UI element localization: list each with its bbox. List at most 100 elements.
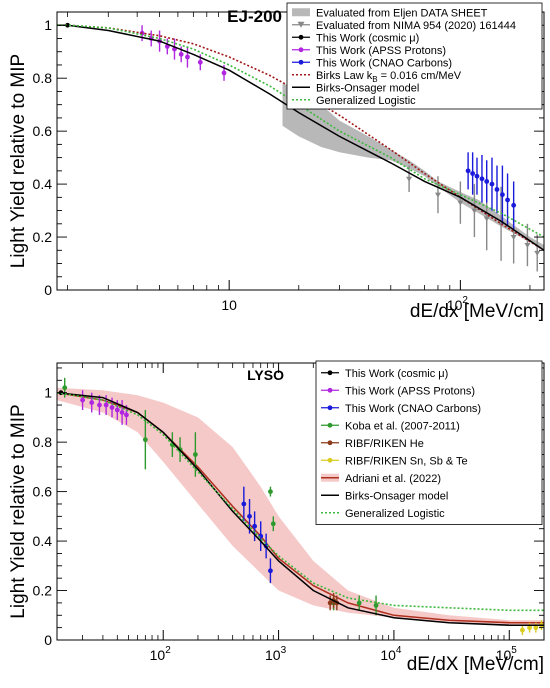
- y-tick-label: 0: [44, 632, 52, 648]
- legend-swatch-marker: [298, 59, 304, 65]
- koba-et-al-2007-2011-point: [268, 489, 273, 495]
- series-evaluated-from-nima-954-2020-161444: [406, 165, 541, 272]
- legend-swatch-marker: [327, 457, 333, 463]
- legend-label: RIBF/RIKEN Sn, Sb & Te: [345, 455, 468, 467]
- birks-onsager-model-curve: [57, 391, 544, 626]
- legend-swatch: [292, 8, 310, 17]
- legend-label: Generalized Logistic: [345, 508, 445, 520]
- this-work-apss-protons-point: [119, 410, 125, 415]
- ribf-riken-sn-sb-te-point: [527, 625, 532, 631]
- koba-et-al-2007-2011-point: [270, 521, 276, 527]
- this-work-cnao-carbons-point: [241, 501, 247, 507]
- y-tick-label: 0.2: [33, 229, 53, 245]
- y-tick-label: 0.4: [33, 176, 53, 192]
- y-tick-label: 0.4: [33, 533, 53, 549]
- legend-label: Adriani et al. (2022): [345, 473, 441, 485]
- y-tick-label: 0: [44, 282, 52, 298]
- evaluated-from-nima-954-2020-161444-point: [483, 216, 490, 222]
- x-tick-label: 104: [380, 645, 402, 663]
- legend: Evaluated from Eljen DATA SHEETEvaluated…: [286, 2, 543, 110]
- legend-entry-birks-law-k-0-016-cm-mev: Birks Law kB = 0.016 cm/MeV: [292, 70, 462, 84]
- this-work-cnao-carbons-point: [268, 568, 273, 574]
- x-tick-label: 103: [265, 645, 287, 663]
- this-work-apss-protons-point: [114, 407, 120, 413]
- series-birks-onsager-model: [57, 391, 544, 626]
- evaluated-from-nima-954-2020-161444-point: [510, 235, 517, 241]
- legend-entry-ribf-riken-he: RIBF/RIKEN He: [321, 438, 424, 450]
- legend-entry-adriani-et-al-2022: Adriani et al. (2022): [321, 473, 441, 485]
- x-axis-title: dE/dx [MeV/cm]: [410, 301, 544, 322]
- this-work-apss-protons-point: [109, 405, 115, 410]
- series-generalized-logistic: [57, 24, 544, 238]
- y-tick-label: 1: [44, 385, 52, 401]
- x-axis-title: dE/dX [MeV/cm]: [407, 654, 544, 675]
- legend-swatch-marker: [327, 387, 333, 393]
- legend-swatch-marker: [327, 440, 333, 446]
- x-tick-label: 10: [221, 297, 237, 313]
- legend-entry-generalized-logistic: Generalized Logistic: [292, 95, 416, 107]
- legend-entry-ribf-riken-sn-sb-te: RIBF/RIKEN Sn, Sb & Te: [321, 455, 468, 467]
- this-work-apss-protons-point: [124, 412, 129, 418]
- this-work-apss-protons-point: [103, 402, 109, 408]
- legend-swatch-marker: [327, 405, 333, 411]
- plot-frame: [56, 362, 545, 641]
- generalized-logistic-curve: [57, 391, 544, 612]
- generalized-logistic-curve: [57, 24, 544, 238]
- x-tick-label: 102: [150, 645, 172, 663]
- this-work-cnao-carbons-point: [474, 173, 480, 179]
- legend-swatch-marker: [327, 370, 333, 376]
- this-work-cnao-carbons-point: [494, 186, 500, 192]
- this-work-cnao-carbons-point: [470, 171, 476, 176]
- x-tick-label: 105: [496, 645, 518, 663]
- this-work-apss-protons-point: [89, 400, 95, 405]
- legend-entry-koba-et-al-2007-2011: Koba et al. (2007-2011): [321, 420, 460, 432]
- series-ribf-riken-he: [327, 593, 340, 611]
- this-work-apss-protons-point: [221, 70, 227, 76]
- legend-box: [286, 2, 543, 110]
- legend-label: Birks-Onsager model: [345, 490, 448, 502]
- legend-label: This Work (CNAO Carbons): [316, 57, 452, 69]
- this-work-cnao-carbons-point: [500, 192, 505, 198]
- this-work-cnao-carbons-point: [511, 202, 517, 208]
- legend-entry-evaluated-from-nima-954-2020-161444: Evaluated from NIMA 954 (2020) 161444: [292, 20, 516, 32]
- series-birks-onsager-model: [57, 24, 544, 251]
- legend-label: RIBF/RIKEN He: [345, 438, 424, 450]
- legend-entry-this-work-cnao-carbons: This Work (CNAO Carbons): [292, 57, 452, 69]
- evaluated-from-nima-954-2020-161444-point: [406, 176, 413, 182]
- evaluated-from-nima-954-2020-161444-point: [434, 192, 441, 198]
- legend-entry-birks-onsager-model: Birks-Onsager model: [321, 490, 448, 502]
- y-tick-label: 0.2: [33, 583, 53, 599]
- ribf-riken-he-point: [327, 600, 333, 606]
- evaluated-from-nima-954-2020-161444-point: [534, 250, 541, 256]
- koba-et-al-2007-2011-point: [62, 385, 68, 391]
- this-work-apss-protons-point: [185, 54, 190, 60]
- y-tick-label: 0.8: [33, 434, 53, 450]
- legend-entry-this-work-cosmic: This Work (cosmic μ): [292, 32, 419, 44]
- birks-onsager-model-curve: [57, 24, 544, 251]
- this-work-cnao-carbons-point: [505, 197, 510, 203]
- legend-label: This Work (APSS Protons): [345, 385, 475, 397]
- this-work-apss-protons-point: [80, 397, 85, 403]
- y-tick-label: 1: [44, 17, 52, 33]
- panel-tag: EJ-200: [227, 7, 282, 26]
- koba-et-al-2007-2011-point: [192, 452, 198, 457]
- legend: This Work (cosmic μ) This Work (APSS Prot…: [315, 360, 543, 525]
- legend-label: Birks-Onsager model: [316, 82, 419, 94]
- legend-swatch-marker: [298, 47, 304, 53]
- x-tick-label: 102: [447, 295, 469, 313]
- legend-swatch-marker: [297, 21, 305, 28]
- legend-entry-birks-onsager-model: Birks-Onsager model: [292, 82, 419, 94]
- y-axis-title: Light Yield relative to MIP: [8, 404, 29, 618]
- legend-entry-this-work-cnao-carbons: This Work (CNAO Carbons): [321, 403, 481, 415]
- this-work-apss-protons-point: [197, 59, 203, 65]
- koba-et-al-2007-2011-point: [142, 437, 148, 443]
- this-work-cnao-carbons-point: [465, 168, 471, 174]
- legend-entry-generalized-logistic: Generalized Logistic: [321, 508, 445, 520]
- y-tick-label: 0.6: [33, 123, 53, 139]
- legend-label: This Work (CNAO Carbons): [345, 403, 481, 415]
- koba-et-al-2007-2011-point: [373, 602, 379, 608]
- legend-label: This Work (APSS Protons): [316, 45, 446, 57]
- evaluated-from-nima-954-2020-161444-point: [524, 242, 531, 248]
- legend-entry-evaluated-from-eljen-data-sheet: Evaluated from Eljen DATA SHEET: [292, 7, 488, 19]
